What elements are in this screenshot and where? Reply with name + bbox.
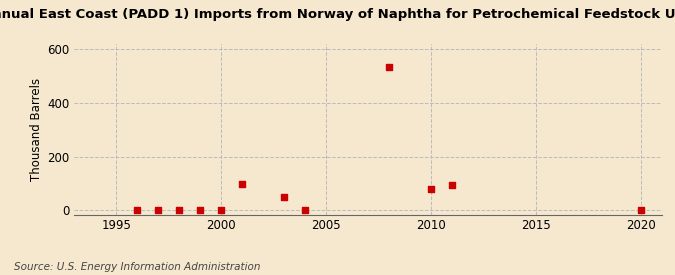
Point (237, 182, 248, 186)
Point (132, 208, 142, 212)
Y-axis label: Thousand Barrels: Thousand Barrels (30, 78, 43, 181)
Point (300, 208, 310, 212)
Point (383, 65, 394, 69)
Point (446, 183, 457, 187)
Point (279, 195, 290, 199)
Point (425, 187, 436, 191)
Text: Source: U.S. Energy Information Administration: Source: U.S. Energy Information Administ… (14, 262, 260, 272)
Point (215, 208, 226, 212)
Point (173, 208, 184, 212)
Point (635, 208, 646, 212)
Point (153, 208, 163, 212)
Text: Annual East Coast (PADD 1) Imports from Norway of Naphtha for Petrochemical Feed: Annual East Coast (PADD 1) Imports from … (0, 8, 675, 21)
Point (194, 208, 205, 212)
